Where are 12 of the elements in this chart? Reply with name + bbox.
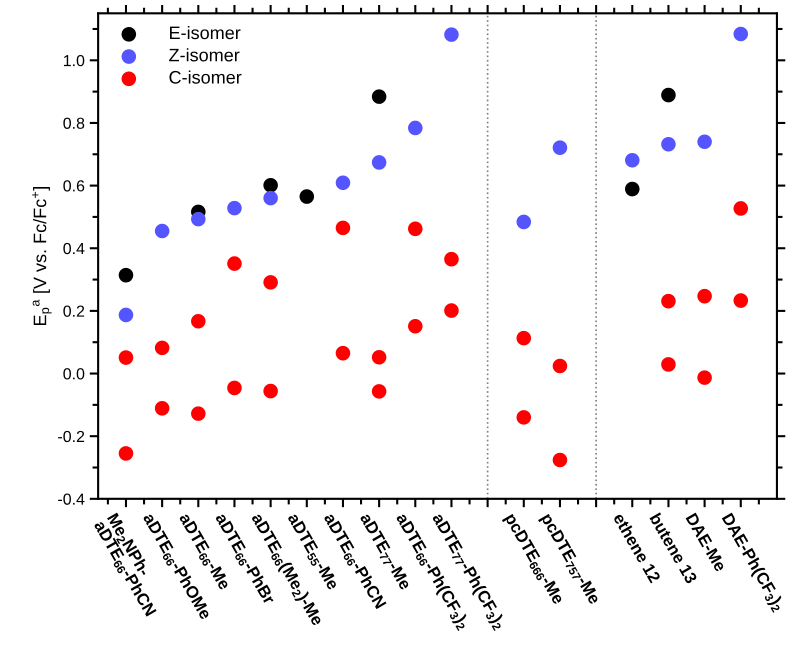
- y-tick-label: 0.6: [63, 180, 84, 192]
- y-tick-label: -0.2: [58, 430, 84, 442]
- legend-label: Z-isomer: [169, 48, 240, 62]
- legend-label: E-isomer: [170, 26, 240, 40]
- y-tick-label: 1.0: [64, 54, 84, 66]
- y-tick-label: 0.4: [63, 242, 84, 254]
- y-tick-label: -0.4: [58, 493, 84, 505]
- y-tick-label: 0.2: [63, 306, 84, 317]
- y-axis-title: E$_{p}$$^{a}$ [V vs. Fc/Fc$^{+}$]: [32, 187, 52, 326]
- legend-label: C-isomer: [169, 70, 242, 84]
- y-tick-label: 0.0: [63, 368, 84, 380]
- y-tick-label: 0.8: [63, 118, 84, 129]
